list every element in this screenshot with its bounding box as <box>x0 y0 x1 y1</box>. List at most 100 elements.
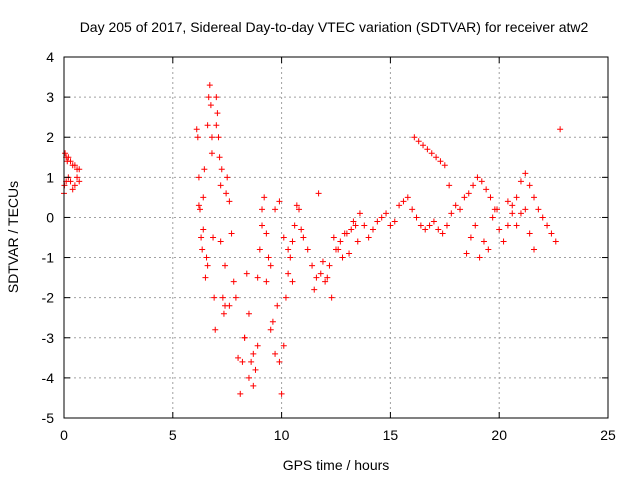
data-point <box>204 122 211 129</box>
data-point <box>285 246 292 253</box>
data-point <box>194 134 201 141</box>
data-point <box>443 222 450 229</box>
data-point <box>74 174 81 181</box>
data-point <box>435 226 442 233</box>
data-point <box>254 342 261 349</box>
data-point <box>205 94 212 101</box>
data-point <box>62 150 69 157</box>
data-point <box>439 230 446 237</box>
data-point <box>513 194 520 201</box>
x-axis-label: GPS time / hours <box>283 457 390 473</box>
data-point <box>67 158 74 165</box>
data-point <box>261 194 268 201</box>
data-point <box>304 246 311 253</box>
data-point <box>339 254 346 261</box>
data-point <box>404 194 411 201</box>
data-point <box>415 138 422 145</box>
data-point <box>548 230 555 237</box>
data-point <box>552 238 559 245</box>
data-point <box>272 350 279 357</box>
data-point <box>526 182 533 189</box>
data-point <box>517 210 524 217</box>
data-point <box>232 294 239 301</box>
data-point <box>245 310 252 317</box>
data-point <box>220 310 227 317</box>
data-point <box>276 198 283 205</box>
data-point <box>213 122 220 129</box>
chart-title: Day 205 of 2017, Sidereal Day-to-day VTE… <box>80 19 589 35</box>
data-point <box>224 174 231 181</box>
data-point <box>200 226 207 233</box>
data-point <box>504 222 511 229</box>
data-point <box>212 326 219 333</box>
y-tick-labels: -5 -4 -3 -2 -1 0 1 2 3 4 <box>42 49 55 426</box>
data-point <box>348 226 355 233</box>
data-point <box>356 210 363 217</box>
data-point <box>263 230 270 237</box>
data-point <box>311 286 318 293</box>
y-tick-label: -4 <box>42 370 55 386</box>
data-point <box>374 218 381 225</box>
data-point <box>298 226 305 233</box>
data-point <box>472 222 479 229</box>
data-point <box>65 154 72 161</box>
x-tick-label: 20 <box>491 427 507 443</box>
y-tick-label: -2 <box>42 290 55 306</box>
data-point <box>206 82 213 89</box>
data-point <box>278 390 285 397</box>
data-point <box>557 126 564 133</box>
data-point <box>396 202 403 209</box>
data-point <box>211 294 218 301</box>
y-axis-label: SDTVAR / TECUs <box>5 181 21 293</box>
data-point <box>287 254 294 261</box>
data-point <box>513 222 520 229</box>
data-point <box>463 250 470 257</box>
data-point <box>461 194 468 201</box>
data-point <box>265 254 272 261</box>
data-point <box>317 270 324 277</box>
data-point <box>222 262 229 269</box>
data-point <box>476 254 483 261</box>
data-point <box>280 342 287 349</box>
data-point <box>285 270 292 277</box>
x-tick-labels: 0 5 10 15 20 25 <box>60 427 616 443</box>
data-point <box>195 174 202 181</box>
data-point <box>239 358 246 365</box>
data-point <box>218 166 225 173</box>
data-point <box>326 262 333 269</box>
y-tick-label: 4 <box>46 49 54 65</box>
data-point <box>228 230 235 237</box>
data-point <box>452 202 459 209</box>
data-point <box>267 262 274 269</box>
data-point <box>259 222 266 229</box>
data-point <box>213 94 220 101</box>
data-point <box>193 126 200 133</box>
data-point <box>341 230 348 237</box>
data-point <box>315 190 322 197</box>
data-point <box>198 234 205 241</box>
data-point <box>217 238 224 245</box>
data-point <box>291 222 298 229</box>
data-point <box>500 238 507 245</box>
data-point <box>337 238 344 245</box>
data-point <box>204 262 211 269</box>
data-point <box>517 178 524 185</box>
data-point <box>280 234 287 241</box>
data-point <box>430 218 437 225</box>
data-point <box>69 186 76 193</box>
data-point <box>474 174 481 181</box>
data-point <box>202 274 209 281</box>
data-point <box>346 250 353 257</box>
data-point <box>235 354 242 361</box>
data-point <box>197 206 203 213</box>
grid <box>64 57 608 418</box>
data-point <box>354 238 361 245</box>
data-point <box>254 274 261 281</box>
data-point <box>259 206 266 213</box>
data-point <box>531 194 538 201</box>
data-point <box>531 246 538 253</box>
data-point <box>411 134 418 141</box>
data-point <box>210 234 217 241</box>
x-tick-label: 10 <box>274 427 290 443</box>
data-point <box>267 326 274 333</box>
